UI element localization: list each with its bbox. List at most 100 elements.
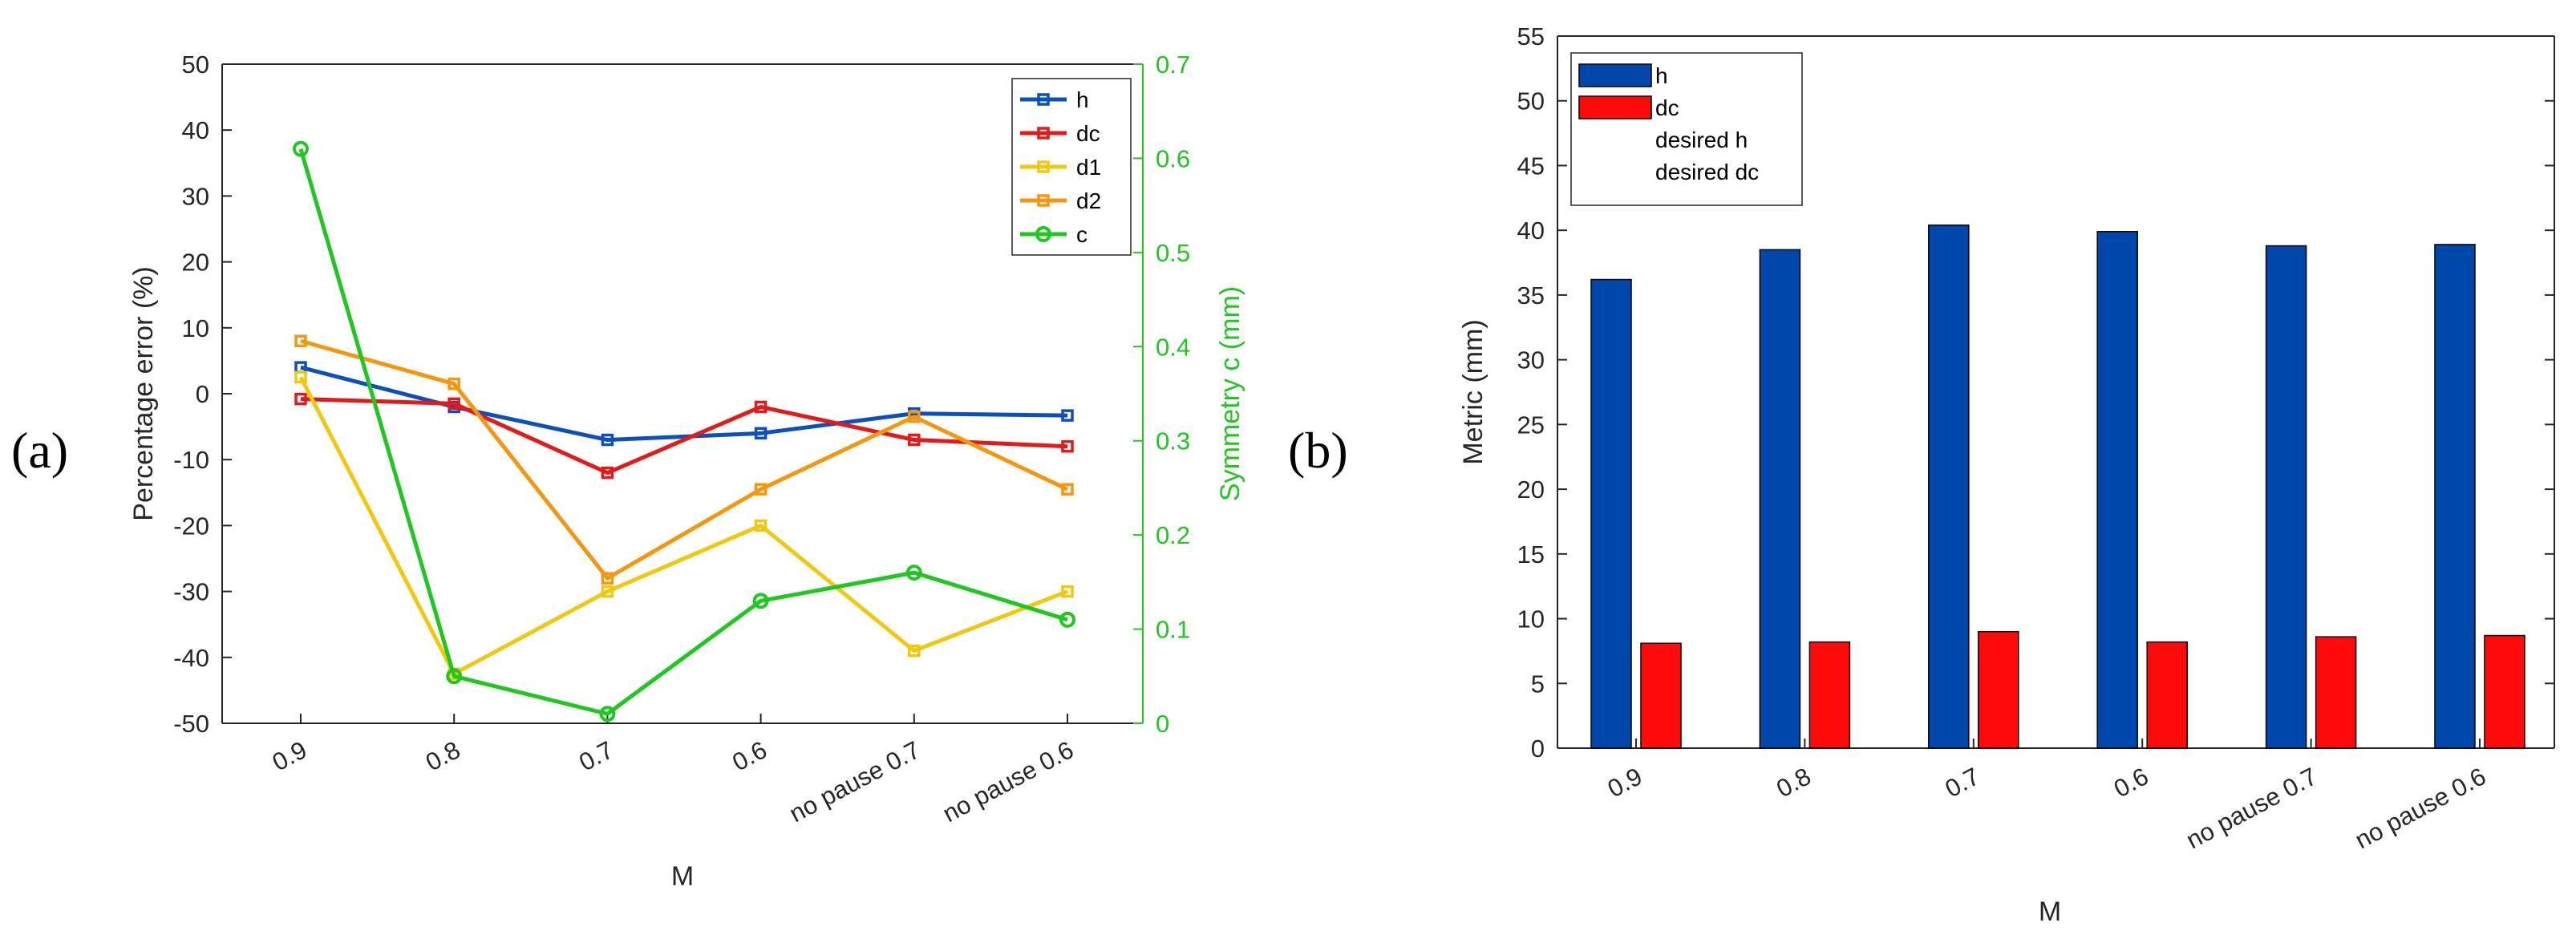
- panel-b-ytick-label: 15: [1517, 540, 1545, 569]
- panel-a-ytick-label: -30: [173, 578, 209, 606]
- legend-marker-dc: [1037, 127, 1050, 140]
- series-line-c: [298, 148, 1068, 716]
- data-point-d2: [294, 334, 307, 347]
- data-point-dc: [754, 400, 768, 414]
- data-point-c: [905, 565, 922, 581]
- panel-a-ytick-right-label: 0: [1156, 710, 1169, 738]
- bar-dc: [2315, 636, 2357, 749]
- data-point-d1: [601, 585, 614, 598]
- bar-dc: [1808, 641, 1851, 749]
- data-point-h: [1061, 409, 1074, 422]
- series-line-d2: [300, 338, 1069, 581]
- panel-b-ytick-label: 0: [1531, 735, 1545, 763]
- legend-label-extra: desired dc: [1655, 160, 1759, 184]
- legend-label-h: h: [1076, 87, 1089, 112]
- panel-b-ytick-label: 40: [1517, 217, 1545, 245]
- panel-b-ylabel: Metric (mm): [1458, 319, 1488, 464]
- panel-a-ytick-right-label: 0.4: [1156, 333, 1190, 361]
- legend-label-dc: dc: [1076, 121, 1100, 146]
- panel-b-ytick-label: 10: [1517, 605, 1545, 633]
- legend-marker-d1: [1037, 160, 1050, 173]
- series-line-d1: [298, 376, 1068, 676]
- data-point-d1: [294, 370, 307, 384]
- panel-b-legend: h dc desired h desired dc: [1570, 52, 1803, 206]
- data-point-dc: [294, 392, 307, 406]
- bar-dc: [2146, 641, 2188, 749]
- data-point-d1: [754, 519, 768, 532]
- bar-h: [2265, 245, 2307, 749]
- panel-b-ytick-label: 55: [1517, 22, 1545, 51]
- panel-a-ytick-label: 40: [182, 116, 209, 144]
- panel-a-legend: h dc d1 d2 c: [1011, 78, 1132, 256]
- legend-label-extra: desired h: [1655, 127, 1748, 152]
- panel-a-ytick-label: 20: [182, 249, 209, 277]
- data-point-h: [754, 427, 768, 440]
- panel-a-ytick-label: 0: [196, 380, 209, 408]
- legend-swatch-dc: [1578, 95, 1652, 119]
- data-point-d2: [1061, 483, 1074, 496]
- panel-b-letter: (b): [1288, 422, 1348, 479]
- legend-label-dc: dc: [1655, 95, 1679, 120]
- bar-dc: [2484, 634, 2525, 749]
- data-point-d2: [908, 411, 921, 423]
- legend-label-d1: d1: [1076, 155, 1101, 180]
- panel-b-ytick-label: 25: [1517, 411, 1545, 439]
- legend-label-h: h: [1655, 63, 1668, 88]
- panel-b-ytick-label: 20: [1517, 476, 1545, 504]
- data-point-d1: [1061, 585, 1074, 598]
- panel-a-ytick-label: -20: [173, 512, 209, 540]
- legend-marker-h: [1037, 93, 1050, 106]
- panel-a-xlabel: M: [671, 861, 694, 892]
- panel-a-ytick-right-label: 0.6: [1156, 144, 1190, 172]
- panel-a-plot-area: [222, 64, 1143, 723]
- data-point-dc: [448, 397, 460, 411]
- bar-dc: [1640, 642, 1682, 749]
- data-point-dc: [1061, 440, 1074, 453]
- bar-h: [1759, 249, 1801, 749]
- legend-label-d2: d2: [1076, 188, 1101, 213]
- panel-a-ytick-label: -10: [173, 446, 209, 474]
- panel-b-ytick-label: 30: [1517, 346, 1545, 374]
- panel-a-ylabel-right: Symmetry c (mm): [1215, 286, 1245, 501]
- data-point-d2: [448, 377, 460, 391]
- panel-a-ytick-label: 50: [182, 51, 209, 79]
- bar-h: [2434, 244, 2476, 749]
- panel-a-ytick-label: -40: [173, 644, 209, 672]
- data-point-dc: [908, 433, 921, 447]
- panel-a-ytick-right-label: 0.2: [1156, 521, 1190, 549]
- legend-marker-d2: [1037, 194, 1050, 207]
- legend-label-c: c: [1076, 222, 1088, 247]
- data-point-dc: [601, 466, 614, 480]
- panel-b-xlabel: M: [2039, 897, 2061, 927]
- data-point-c: [293, 140, 309, 157]
- data-point-c: [599, 706, 616, 722]
- panel-a-letter: (a): [11, 422, 68, 479]
- panel-b-ytick-label: 5: [1531, 670, 1545, 698]
- data-point-c: [752, 593, 769, 609]
- data-point-d2: [754, 483, 768, 496]
- data-point-d2: [601, 572, 614, 585]
- series-line-h: [300, 365, 1068, 443]
- panel-a: (a) -50 -40 -30 -20 -10 0 10 20 30 40 50 0 0.1 0.2 0.…: [11, 51, 1245, 892]
- data-point-c: [446, 668, 463, 685]
- data-point-h: [601, 433, 614, 447]
- bar-h: [1590, 278, 1632, 749]
- panel-a-ylabel: Percentage error (%): [128, 266, 159, 520]
- panel-a-ytick-right-label: 0.3: [1156, 427, 1190, 455]
- panel-a-ytick-label: 10: [182, 314, 209, 342]
- legend-swatch-h: [1578, 63, 1652, 87]
- panel-a-ytick-label: -50: [173, 710, 209, 738]
- panel-b-ytick-label: 35: [1517, 281, 1545, 310]
- data-point-c: [1059, 611, 1075, 628]
- legend-marker-c: [1035, 226, 1051, 242]
- panel-a-ytick-right-label: 0.5: [1156, 239, 1190, 267]
- panel-b-ytick-label: 45: [1517, 152, 1545, 180]
- bar-h: [2096, 231, 2138, 749]
- panel-b-ytick-label: 50: [1517, 87, 1545, 115]
- series-line-dc: [300, 397, 1068, 476]
- panel-a-ytick-right-label: 0.7: [1156, 51, 1190, 79]
- data-point-d1: [908, 644, 921, 658]
- bar-dc: [1978, 630, 2019, 749]
- panel-a-ytick-label: 30: [182, 182, 209, 210]
